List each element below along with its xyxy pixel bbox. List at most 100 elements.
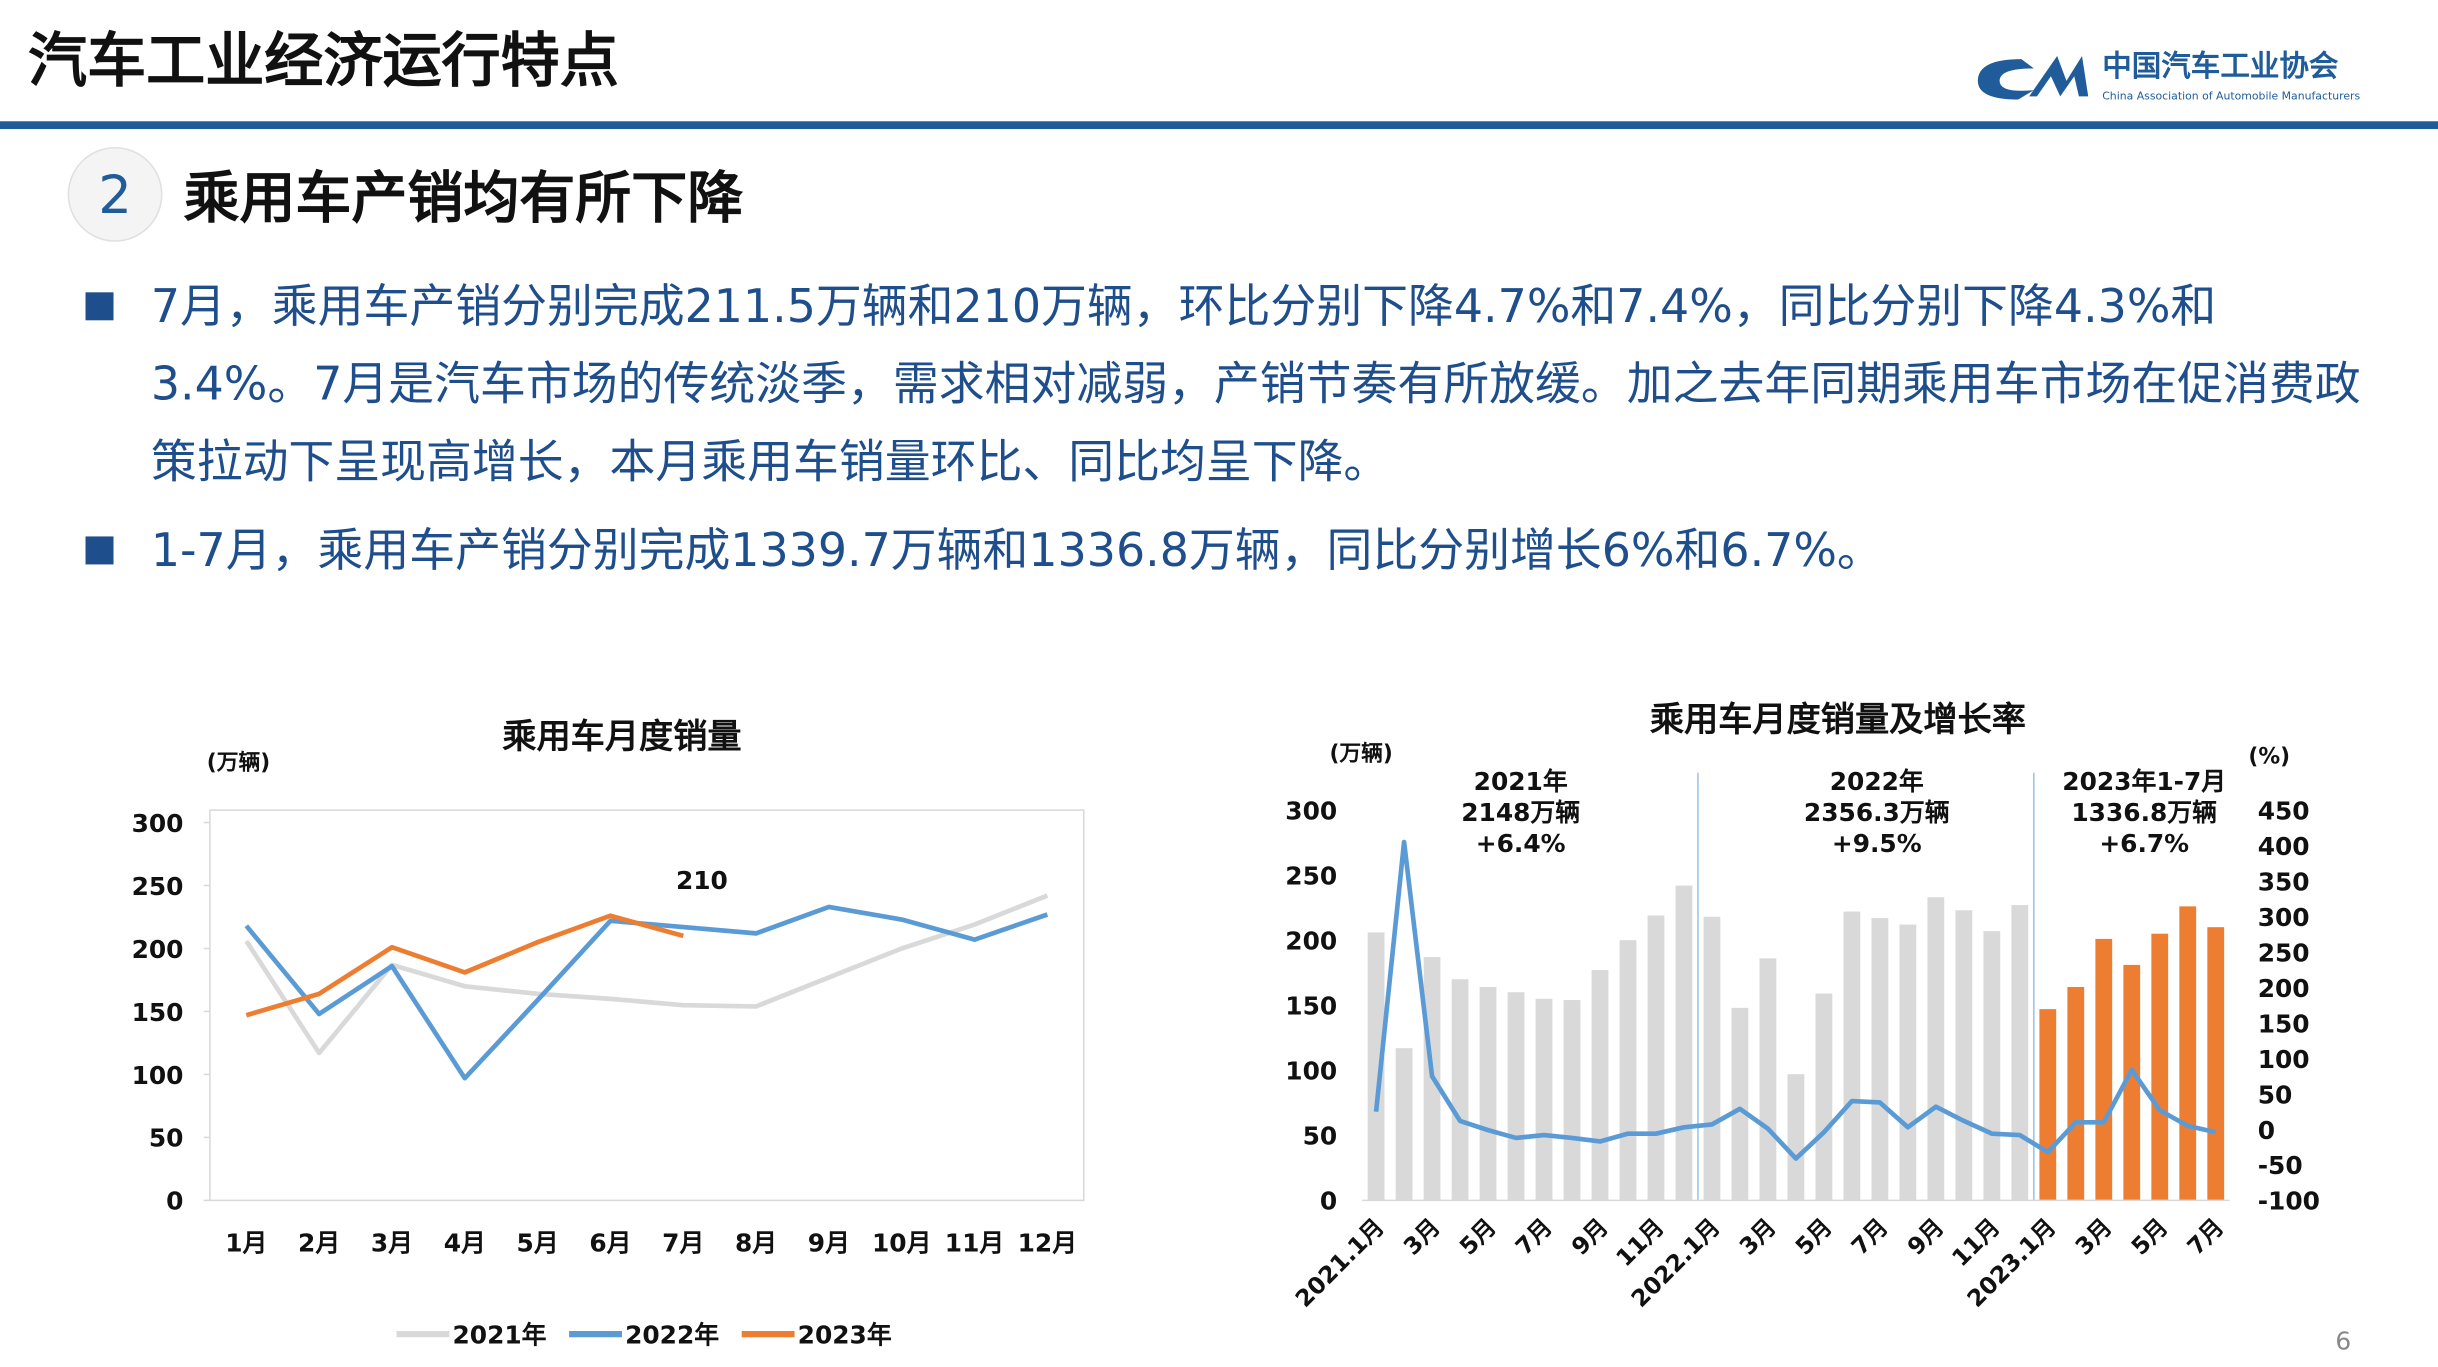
line bbox=[244, 893, 1049, 1056]
x-tick-label: 7月 bbox=[2182, 1214, 2229, 1261]
bar bbox=[1815, 993, 1833, 1201]
logo-name: 中国汽车工业协会 bbox=[2102, 49, 2339, 83]
y2-tick-label: -100 bbox=[2258, 1187, 2320, 1216]
y-tick-label: 200 bbox=[1285, 927, 1337, 956]
bar bbox=[1927, 897, 1945, 1201]
x-tick-label: 2021.1月 bbox=[1290, 1214, 1389, 1313]
y2-unit: (%) bbox=[2248, 744, 2290, 769]
bar bbox=[1647, 915, 1665, 1201]
x-tick-label: 7月 bbox=[1511, 1214, 1558, 1261]
bar bbox=[1843, 911, 1861, 1201]
bar bbox=[1563, 1000, 1581, 1201]
y2-tick-label: 400 bbox=[2258, 832, 2310, 861]
y2-tick-label: 300 bbox=[2258, 903, 2310, 932]
bullet: 7月，乘用车产销分别完成211.5万辆和210万辆，环比分别下降4.7%和7.4… bbox=[85, 267, 2372, 500]
bar bbox=[2011, 905, 2029, 1201]
y2-tick-label: 0 bbox=[2258, 1116, 2275, 1145]
legend-label: 2023年 bbox=[798, 1320, 892, 1349]
y-unit: (万辆) bbox=[1329, 740, 1392, 766]
growth-line bbox=[1373, 839, 2217, 1161]
bar bbox=[1507, 992, 1525, 1201]
x-tick-label: 7月 bbox=[662, 1229, 704, 1258]
bar bbox=[1619, 940, 1637, 1201]
bar bbox=[1983, 931, 2001, 1201]
bar bbox=[1479, 987, 1497, 1201]
logo-subtitle: China Association of Automobile Manufact… bbox=[2102, 90, 2360, 103]
bar bbox=[1899, 924, 1917, 1201]
x-tick-label: 9月 bbox=[1567, 1214, 1614, 1261]
header-rule bbox=[0, 121, 2438, 130]
annotation: 2023年1-7月 bbox=[2062, 767, 2226, 796]
x-tick-label: 2月 bbox=[298, 1229, 340, 1258]
y-tick-label: 250 bbox=[1285, 861, 1337, 890]
legend-label: 2021年 bbox=[452, 1320, 546, 1349]
y2-tick-label: 50 bbox=[2258, 1080, 2293, 1109]
y-tick-label: 300 bbox=[132, 809, 184, 838]
annotation: 2021年 bbox=[1474, 767, 1568, 796]
legend-label: 2022年 bbox=[625, 1320, 719, 1349]
x-tick-label: 3月 bbox=[2070, 1214, 2117, 1261]
y2-tick-label: 150 bbox=[2258, 1009, 2310, 1038]
y2-tick-label: 200 bbox=[2258, 974, 2310, 1003]
bar bbox=[1787, 1074, 1805, 1201]
x-tick-label: 3月 bbox=[1734, 1214, 1781, 1261]
y2-tick-label: 250 bbox=[2258, 938, 2310, 967]
annotation: 2356.3万辆 bbox=[1804, 798, 1950, 827]
y2-tick-label: 350 bbox=[2258, 867, 2310, 896]
data-label: 210 bbox=[676, 866, 728, 895]
y2-tick-label: -50 bbox=[2258, 1151, 2303, 1180]
x-tick-label: 5月 bbox=[2126, 1214, 2173, 1261]
y-tick-label: 150 bbox=[1285, 992, 1337, 1021]
x-tick-label: 12月 bbox=[1018, 1229, 1077, 1258]
bar bbox=[2179, 906, 2197, 1201]
logo-mark bbox=[1977, 55, 2089, 100]
bar bbox=[2039, 1009, 2057, 1201]
x-tick-label: 4月 bbox=[444, 1229, 486, 1258]
y-tick-label: 100 bbox=[1285, 1057, 1337, 1086]
x-tick-label: 9月 bbox=[808, 1229, 850, 1258]
bullet: 1-7月，乘用车产销分别完成1339.7万辆和1336.8万辆，同比分别增长6%… bbox=[85, 512, 2372, 590]
x-tick-label: 5月 bbox=[517, 1229, 559, 1258]
x-tick-label: 5月 bbox=[1790, 1214, 1837, 1261]
y-tick-label: 0 bbox=[1320, 1187, 1337, 1216]
y-tick-label: 200 bbox=[132, 935, 184, 964]
header-title: 汽车工业经济运行特点 bbox=[28, 26, 619, 95]
line bbox=[245, 913, 684, 1018]
bar bbox=[1367, 932, 1385, 1201]
bar bbox=[2123, 964, 2141, 1201]
bar bbox=[1731, 1007, 1749, 1201]
bar bbox=[2207, 927, 2225, 1201]
y-tick-label: 250 bbox=[132, 872, 184, 901]
bar bbox=[1703, 916, 1721, 1201]
bar bbox=[1955, 910, 1973, 1201]
x-tick-label: 6月 bbox=[589, 1229, 631, 1258]
y-tick-label: 100 bbox=[132, 1061, 184, 1090]
x-tick-label: 11月 bbox=[945, 1229, 1004, 1258]
x-tick-label: 8月 bbox=[735, 1229, 777, 1258]
y-tick-label: 50 bbox=[149, 1124, 184, 1153]
chart-title: 乘用车月度销量及增长率 bbox=[1650, 700, 2026, 740]
bar bbox=[1591, 970, 1609, 1201]
x-tick-label: 5月 bbox=[1455, 1214, 1502, 1261]
bullet-list: 7月，乘用车产销分别完成211.5万辆和210万辆，环比分别下降4.7%和7.4… bbox=[85, 267, 2372, 600]
y-tick-label: 300 bbox=[1285, 796, 1337, 825]
section-badge bbox=[67, 146, 163, 242]
bar bbox=[2067, 987, 2085, 1201]
bar bbox=[1535, 998, 1553, 1201]
y-tick-label: 50 bbox=[1303, 1122, 1338, 1151]
plot-frame bbox=[209, 809, 1085, 1202]
bar bbox=[1395, 1048, 1413, 1201]
annotation: 1336.8万辆 bbox=[2071, 798, 2217, 827]
x-tick-label: 1月 bbox=[225, 1229, 267, 1258]
annotation: +9.5% bbox=[1832, 829, 1922, 858]
page-number: 6 bbox=[2335, 1327, 2351, 1356]
y2-tick-label: 450 bbox=[2258, 796, 2310, 825]
y-tick-label: 150 bbox=[132, 998, 184, 1027]
x-tick-label: 3月 bbox=[1399, 1214, 1446, 1261]
y2-tick-label: 100 bbox=[2258, 1045, 2310, 1074]
x-tick-label: 9月 bbox=[1902, 1214, 1949, 1261]
section-number: 2 bbox=[98, 165, 132, 226]
y-tick-label: 0 bbox=[166, 1187, 183, 1216]
